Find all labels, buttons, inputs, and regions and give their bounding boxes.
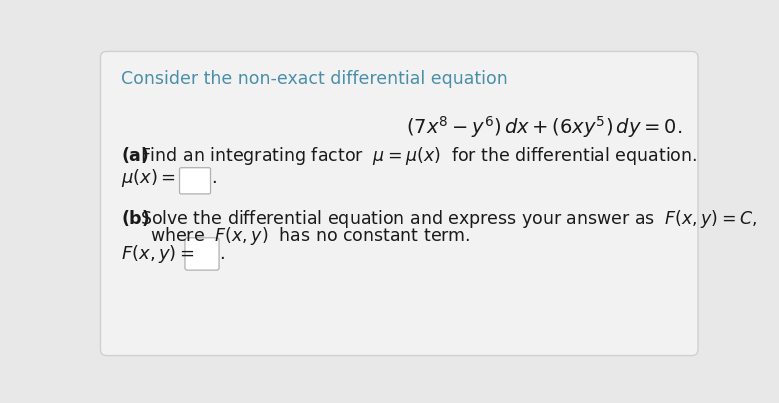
Text: .: . [211, 170, 217, 187]
FancyBboxPatch shape [179, 168, 210, 194]
FancyBboxPatch shape [100, 52, 698, 355]
Text: $F(x, y) =$: $F(x, y) =$ [121, 243, 194, 265]
Text: $\mathbf{(b)}$: $\mathbf{(b)}$ [121, 208, 150, 228]
Text: .: . [219, 245, 225, 263]
Text: $\mu(x) =$: $\mu(x) =$ [121, 168, 175, 189]
FancyBboxPatch shape [185, 238, 219, 270]
Text: where  $F(x, y)$  has no constant term.: where $F(x, y)$ has no constant term. [150, 225, 471, 247]
Text: $(7x^8 - y^6)\,dx + (6xy^5)\,dy = 0.$: $(7x^8 - y^6)\,dx + (6xy^5)\,dy = 0.$ [406, 114, 682, 140]
Text: Solve the differential equation and express your answer as  $F(x, y) = C$,: Solve the differential equation and expr… [140, 208, 757, 230]
Text: $\mathbf{(a)}$: $\mathbf{(a)}$ [121, 145, 149, 165]
Text: Find an integrating factor  $\mu = \mu(x)$  for the differential equation.: Find an integrating factor $\mu = \mu(x)… [140, 145, 697, 167]
Text: Consider the non-exact differential equation: Consider the non-exact differential equa… [121, 70, 507, 88]
